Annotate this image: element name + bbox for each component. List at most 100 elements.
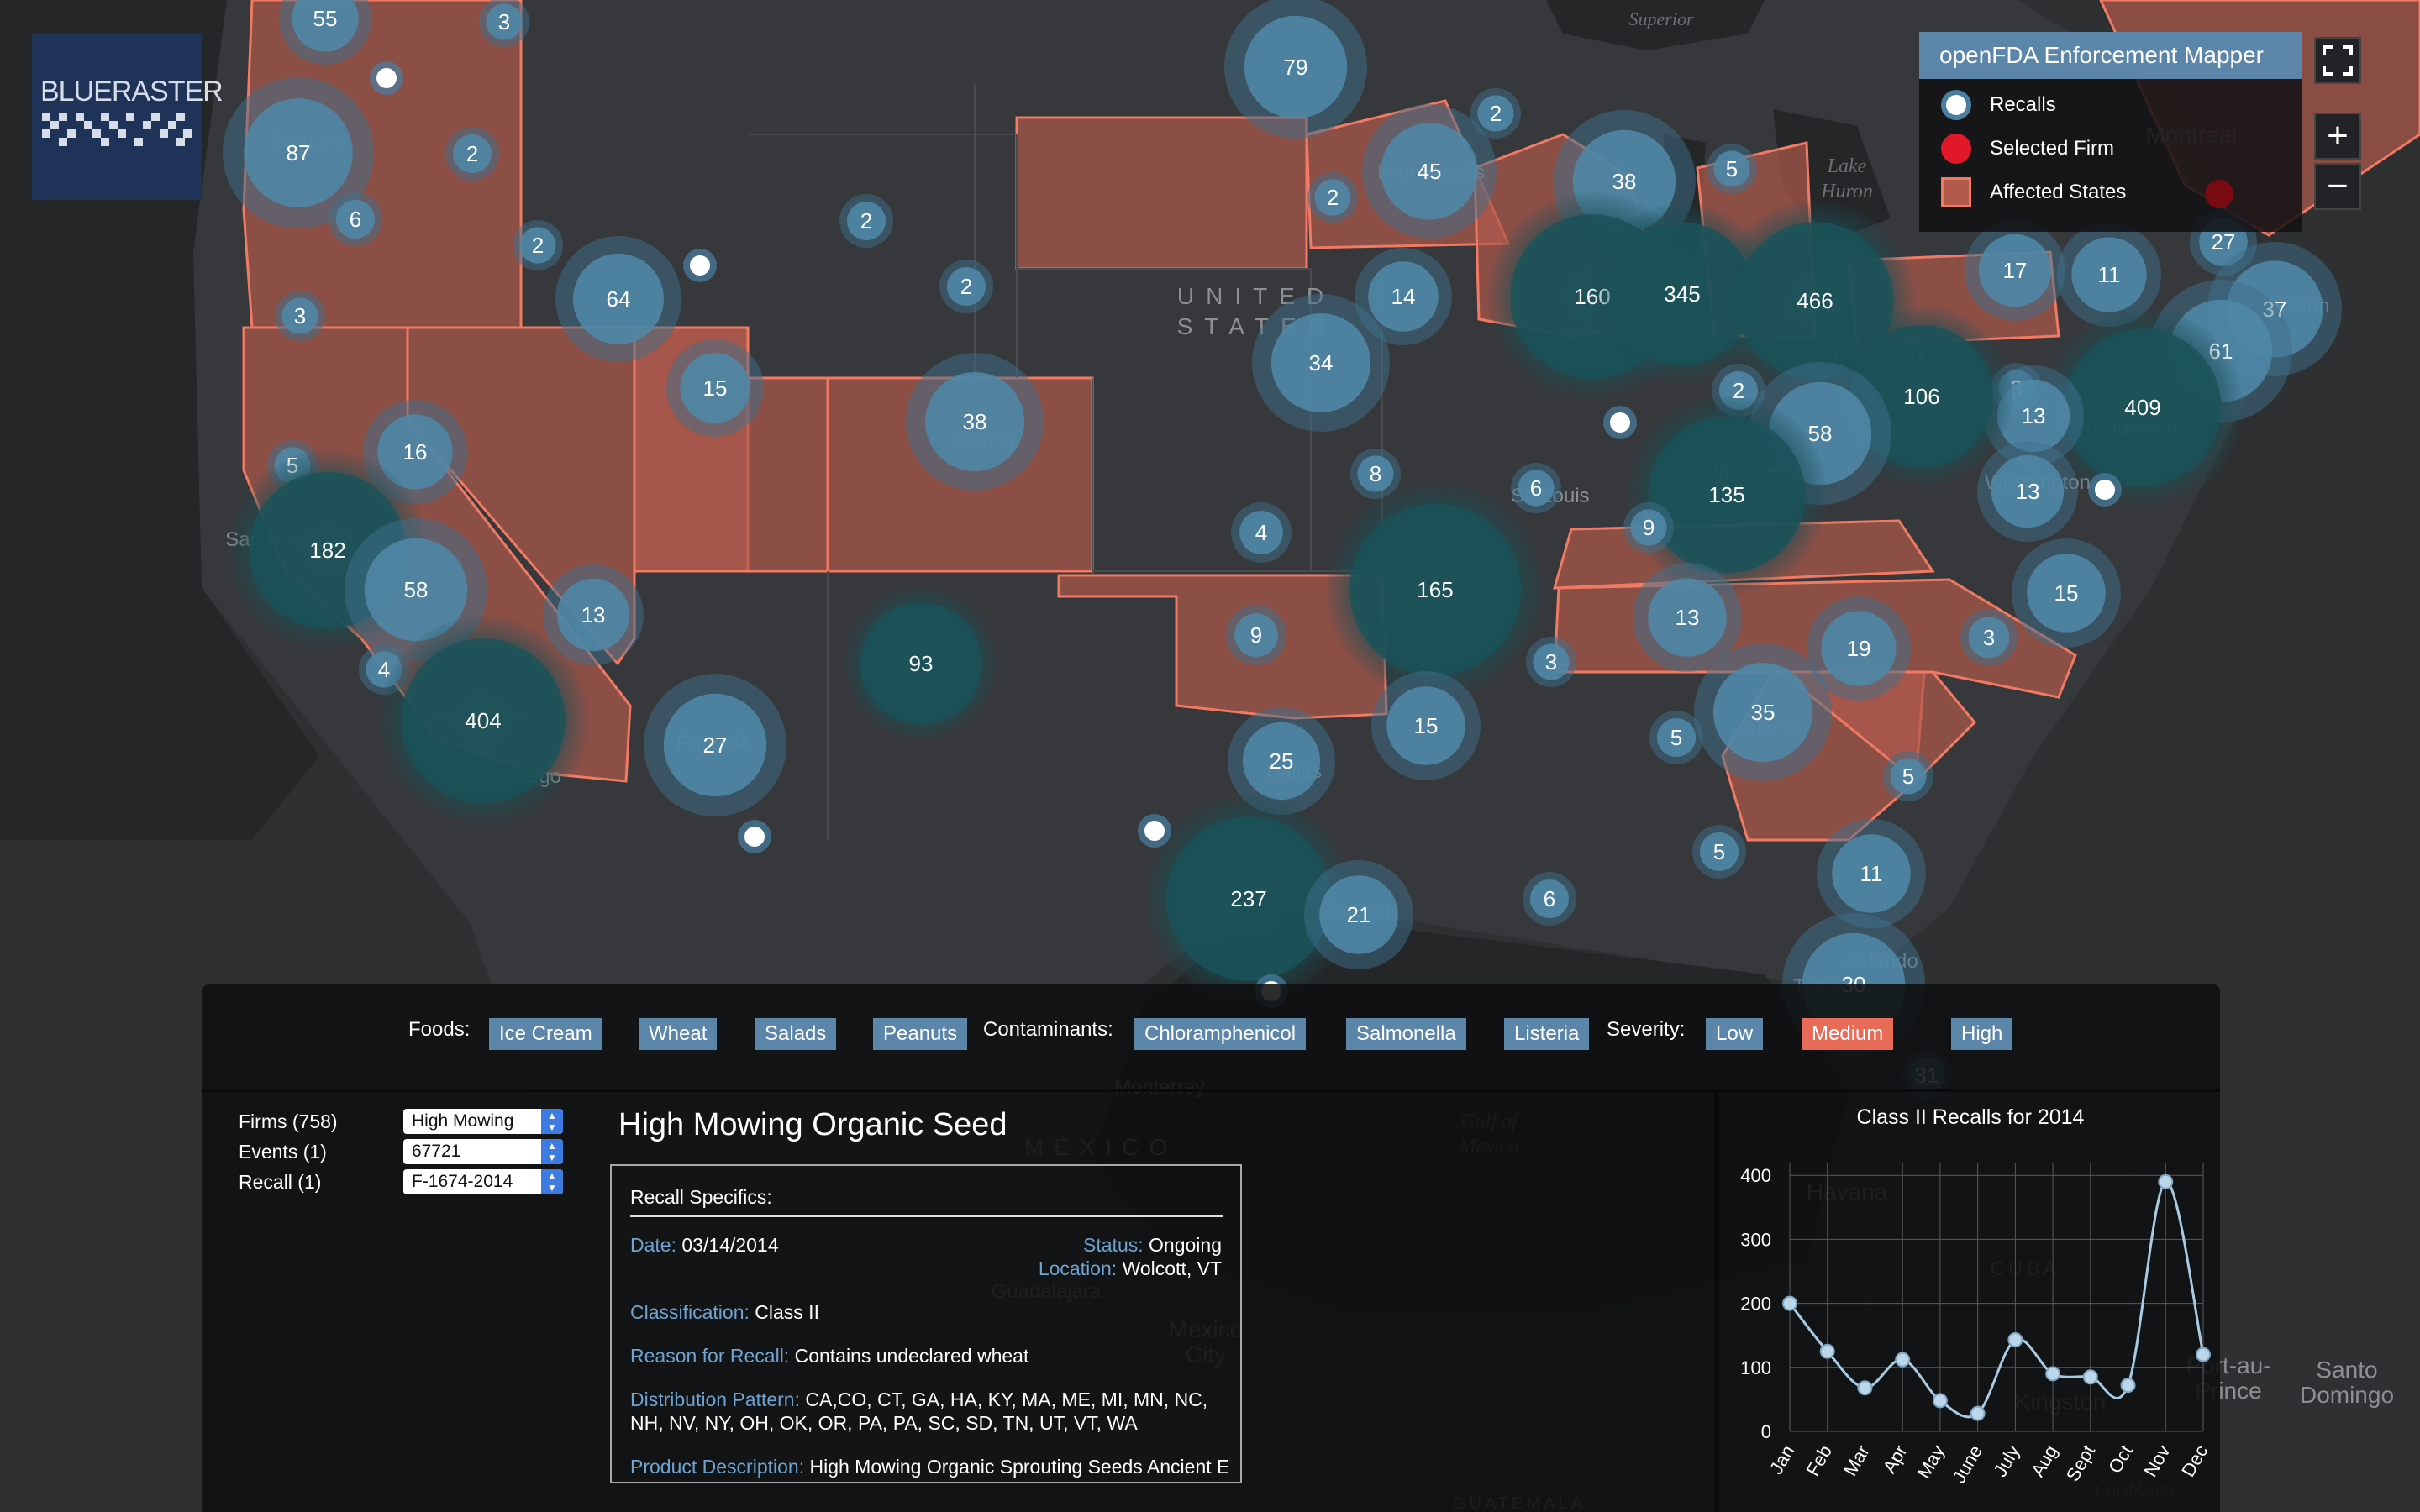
filter-chip-peanuts[interactable]: Peanuts — [873, 1018, 968, 1050]
firm-select[interactable]: High Mowing ▲ ▼ — [403, 1109, 563, 1134]
recall-marker-icon — [1941, 90, 1971, 120]
recall-cluster[interactable]: 2 — [1470, 88, 1521, 139]
recall-cluster[interactable]: 9 — [1226, 605, 1286, 665]
recall-cluster[interactable]: 79 — [1224, 0, 1367, 139]
recall-cluster[interactable]: 4 — [1231, 502, 1292, 563]
affected-state-icon — [1941, 177, 1971, 207]
recall-cluster[interactable]: 3 — [479, 0, 529, 47]
cluster-count: 182 — [309, 538, 345, 563]
recall-cluster[interactable]: 165 — [1326, 480, 1544, 699]
recall-cluster[interactable]: 17 — [1965, 220, 2065, 321]
cluster-count: 25 — [1270, 748, 1294, 774]
recall-clusters[interactable]: 5537987262643221516518258134404279338341… — [223, 0, 2342, 1100]
place-label: Huron — [1820, 181, 1873, 202]
recall-cluster[interactable]: 13 — [1633, 563, 1742, 672]
filter-chip-chloramphenicol[interactable]: Chloramphenicol — [1134, 1018, 1307, 1050]
recall-cluster[interactable]: 5 — [1649, 711, 1703, 764]
data-point[interactable] — [2045, 1366, 2061, 1382]
filter-chip-salmonella[interactable]: Salmonella — [1346, 1018, 1466, 1050]
recall-cluster[interactable]: 8 — [1350, 449, 1401, 499]
recall-cluster[interactable]: 5 — [1883, 751, 1933, 801]
chevron-updown-icon: ▲ ▼ — [541, 1169, 563, 1194]
fullscreen-button[interactable] — [2314, 37, 2361, 84]
event-select[interactable]: 67721 ▲ ▼ — [403, 1139, 563, 1164]
classification-value: Class II — [755, 1301, 819, 1323]
recall-cluster[interactable]: 14 — [1355, 248, 1452, 345]
recall-marker[interactable] — [2088, 473, 2122, 507]
zoom-out-button[interactable]: − — [2314, 163, 2361, 210]
filter-chip-high[interactable]: High — [1951, 1018, 2013, 1050]
recall-cluster[interactable]: 27 — [644, 674, 786, 816]
filter-chip-salads[interactable]: Salads — [755, 1018, 837, 1050]
data-point[interactable] — [2158, 1173, 2174, 1189]
recall-cluster[interactable]: 2 — [1307, 172, 1358, 223]
recall-cluster[interactable]: 3 — [1526, 637, 1576, 687]
data-point[interactable] — [2007, 1332, 2023, 1348]
recall-cluster[interactable]: 19 — [1807, 596, 1911, 701]
recall-cluster[interactable]: 6 — [329, 192, 382, 246]
zoom-in-button[interactable]: + — [2314, 113, 2361, 160]
recall-cluster[interactable]: 3 — [275, 291, 325, 341]
cluster-count: 35 — [1751, 700, 1776, 725]
data-point[interactable] — [1970, 1405, 1986, 1421]
recall-cluster[interactable]: 9 — [1623, 502, 1674, 553]
recall-cluster[interactable]: 11 — [2057, 223, 2161, 327]
recall-cluster[interactable]: 6 — [1511, 463, 1561, 513]
data-point[interactable] — [2196, 1347, 2211, 1362]
contaminants-label: Contaminants: — [983, 1018, 1113, 1041]
recall-select[interactable]: F-1674-2014 ▲ ▼ — [403, 1169, 563, 1194]
data-point[interactable] — [1857, 1380, 1873, 1396]
data-point[interactable] — [2082, 1369, 2098, 1385]
recall-cluster[interactable]: 13 — [543, 564, 644, 665]
filter-chip-ice-cream[interactable]: Ice Cream — [489, 1018, 602, 1050]
recall-cluster[interactable]: 5 — [1707, 144, 1757, 194]
recall-cluster[interactable]: 15 — [1371, 671, 1481, 780]
recall-cluster[interactable]: 2 — [839, 194, 893, 248]
recall-cluster[interactable]: 2 — [513, 220, 563, 270]
recall-cluster[interactable]: 404 — [378, 616, 588, 826]
recall-cluster[interactable]: 87 — [223, 77, 374, 228]
recall-select-value: F-1674-2014 — [412, 1172, 513, 1191]
recall-cluster[interactable]: 409 — [2043, 307, 2243, 507]
recall-cluster[interactable]: 2 — [445, 127, 499, 181]
cluster-count: 27 — [2212, 229, 2236, 255]
recall-marker[interactable] — [1603, 406, 1637, 439]
selected-firm-marker[interactable] — [2205, 180, 2233, 208]
recall-cluster[interactable]: 5 — [1692, 825, 1746, 879]
recall-cluster[interactable]: 11 — [1817, 819, 1926, 928]
recall-marker[interactable] — [683, 249, 717, 282]
data-point[interactable] — [2120, 1378, 2136, 1394]
data-point[interactable] — [1782, 1295, 1797, 1311]
recall-cluster[interactable]: 15 — [2012, 538, 2121, 648]
recall-marker[interactable] — [738, 820, 771, 853]
chevron-updown-icon: ▲ ▼ — [541, 1139, 563, 1164]
recall-cluster[interactable]: 2 — [939, 260, 993, 313]
recall-cluster[interactable]: 135 — [1627, 395, 1827, 595]
recall-cluster[interactable]: 6 — [1523, 872, 1576, 926]
recall-cluster[interactable]: 21 — [1304, 860, 1413, 969]
recall-cluster[interactable]: 15 — [666, 339, 764, 437]
recall-cluster[interactable]: 93 — [844, 586, 998, 741]
recall-cluster[interactable]: 13 — [1977, 441, 2078, 542]
recall-cluster[interactable]: 45 — [1362, 104, 1497, 239]
recall-cluster[interactable]: 237 — [1144, 794, 1354, 1004]
cluster-count: 9 — [1643, 515, 1655, 540]
recall-cluster[interactable]: 3 — [1960, 609, 2018, 666]
recall-marker[interactable] — [1138, 814, 1171, 848]
filter-chip-medium[interactable]: Medium — [1802, 1018, 1894, 1050]
recall-marker[interactable] — [370, 61, 403, 95]
recall-cluster[interactable]: 64 — [555, 236, 681, 362]
recall-cluster[interactable]: 34 — [1252, 294, 1390, 432]
data-point[interactable] — [1895, 1352, 1911, 1368]
recall-cluster[interactable]: 25 — [1228, 707, 1335, 815]
recall-cluster[interactable]: 38 — [906, 353, 1044, 491]
recall-cluster[interactable]: 35 — [1694, 643, 1832, 781]
recall-cluster[interactable]: 55 — [279, 0, 371, 65]
cluster-count: 14 — [1392, 284, 1416, 309]
filter-chip-wheat[interactable]: Wheat — [639, 1018, 718, 1050]
filter-chip-low[interactable]: Low — [1706, 1018, 1764, 1050]
data-point[interactable] — [1932, 1393, 1948, 1409]
filter-chip-listeria[interactable]: Listeria — [1504, 1018, 1590, 1050]
chart-title: Class II Recalls for 2014 — [1856, 1105, 2085, 1129]
data-point[interactable] — [1819, 1343, 1835, 1359]
